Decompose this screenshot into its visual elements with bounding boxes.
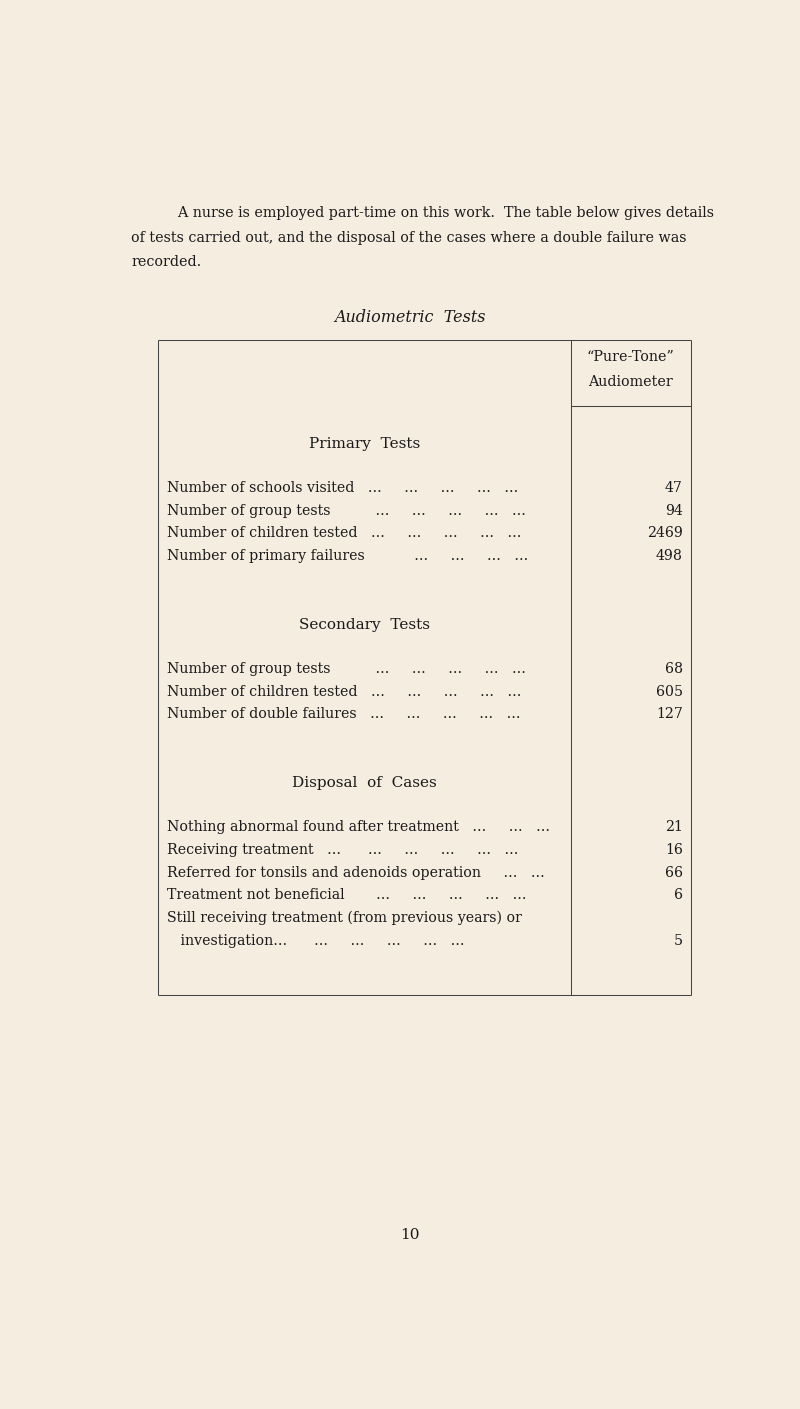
Text: Number of children tested   ...     ...     ...     ...   ...: Number of children tested ... ... ... ..… xyxy=(167,527,522,541)
Text: Primary  Tests: Primary Tests xyxy=(309,437,420,451)
Text: Number of group tests          ...     ...     ...     ...   ...: Number of group tests ... ... ... ... ..… xyxy=(167,662,526,676)
Text: 2469: 2469 xyxy=(647,527,683,541)
Text: Number of children tested   ...     ...     ...     ...   ...: Number of children tested ... ... ... ..… xyxy=(167,685,522,699)
Text: 127: 127 xyxy=(656,707,683,721)
Text: 94: 94 xyxy=(665,503,683,517)
Text: Number of schools visited   ...     ...     ...     ...   ...: Number of schools visited ... ... ... ..… xyxy=(167,480,518,495)
Text: 16: 16 xyxy=(665,843,683,857)
Text: 68: 68 xyxy=(665,662,683,676)
Text: 10: 10 xyxy=(400,1227,420,1241)
Text: Disposal  of  Cases: Disposal of Cases xyxy=(292,776,437,790)
Text: Audiometric  Tests: Audiometric Tests xyxy=(334,309,486,327)
Text: “Pure-Tone”: “Pure-Tone” xyxy=(587,349,674,364)
Text: 5: 5 xyxy=(674,934,683,948)
Text: Number of double failures   ...     ...     ...     ...   ...: Number of double failures ... ... ... ..… xyxy=(167,707,521,721)
Text: 47: 47 xyxy=(665,480,683,495)
Text: Receiving treatment   ...      ...     ...     ...     ...   ...: Receiving treatment ... ... ... ... ... … xyxy=(167,843,518,857)
Text: of tests carried out, and the disposal of the cases where a double failure was: of tests carried out, and the disposal o… xyxy=(131,231,686,245)
Text: 21: 21 xyxy=(665,820,683,834)
Text: recorded.: recorded. xyxy=(131,255,202,269)
Text: 498: 498 xyxy=(656,550,683,564)
Text: 6: 6 xyxy=(674,888,683,902)
Text: Referred for tonsils and adenoids operation     ...   ...: Referred for tonsils and adenoids operat… xyxy=(167,865,545,879)
Text: Secondary  Tests: Secondary Tests xyxy=(299,619,430,633)
Text: investigation...      ...     ...     ...     ...   ...: investigation... ... ... ... ... ... xyxy=(167,934,465,948)
Text: Nothing abnormal found after treatment   ...     ...   ...: Nothing abnormal found after treatment .… xyxy=(167,820,550,834)
Text: A nurse is employed part-time on this work.  The table below gives details: A nurse is employed part-time on this wo… xyxy=(161,206,714,220)
Text: Number of group tests          ...     ...     ...     ...   ...: Number of group tests ... ... ... ... ..… xyxy=(167,503,526,517)
Text: 605: 605 xyxy=(656,685,683,699)
Text: Still receiving treatment (from previous years) or: Still receiving treatment (from previous… xyxy=(167,912,522,926)
Text: Audiometer: Audiometer xyxy=(589,375,674,389)
Text: Number of primary failures           ...     ...     ...   ...: Number of primary failures ... ... ... .… xyxy=(167,550,529,564)
Text: Treatment not beneficial       ...     ...     ...     ...   ...: Treatment not beneficial ... ... ... ...… xyxy=(167,888,527,902)
Text: 66: 66 xyxy=(665,865,683,879)
